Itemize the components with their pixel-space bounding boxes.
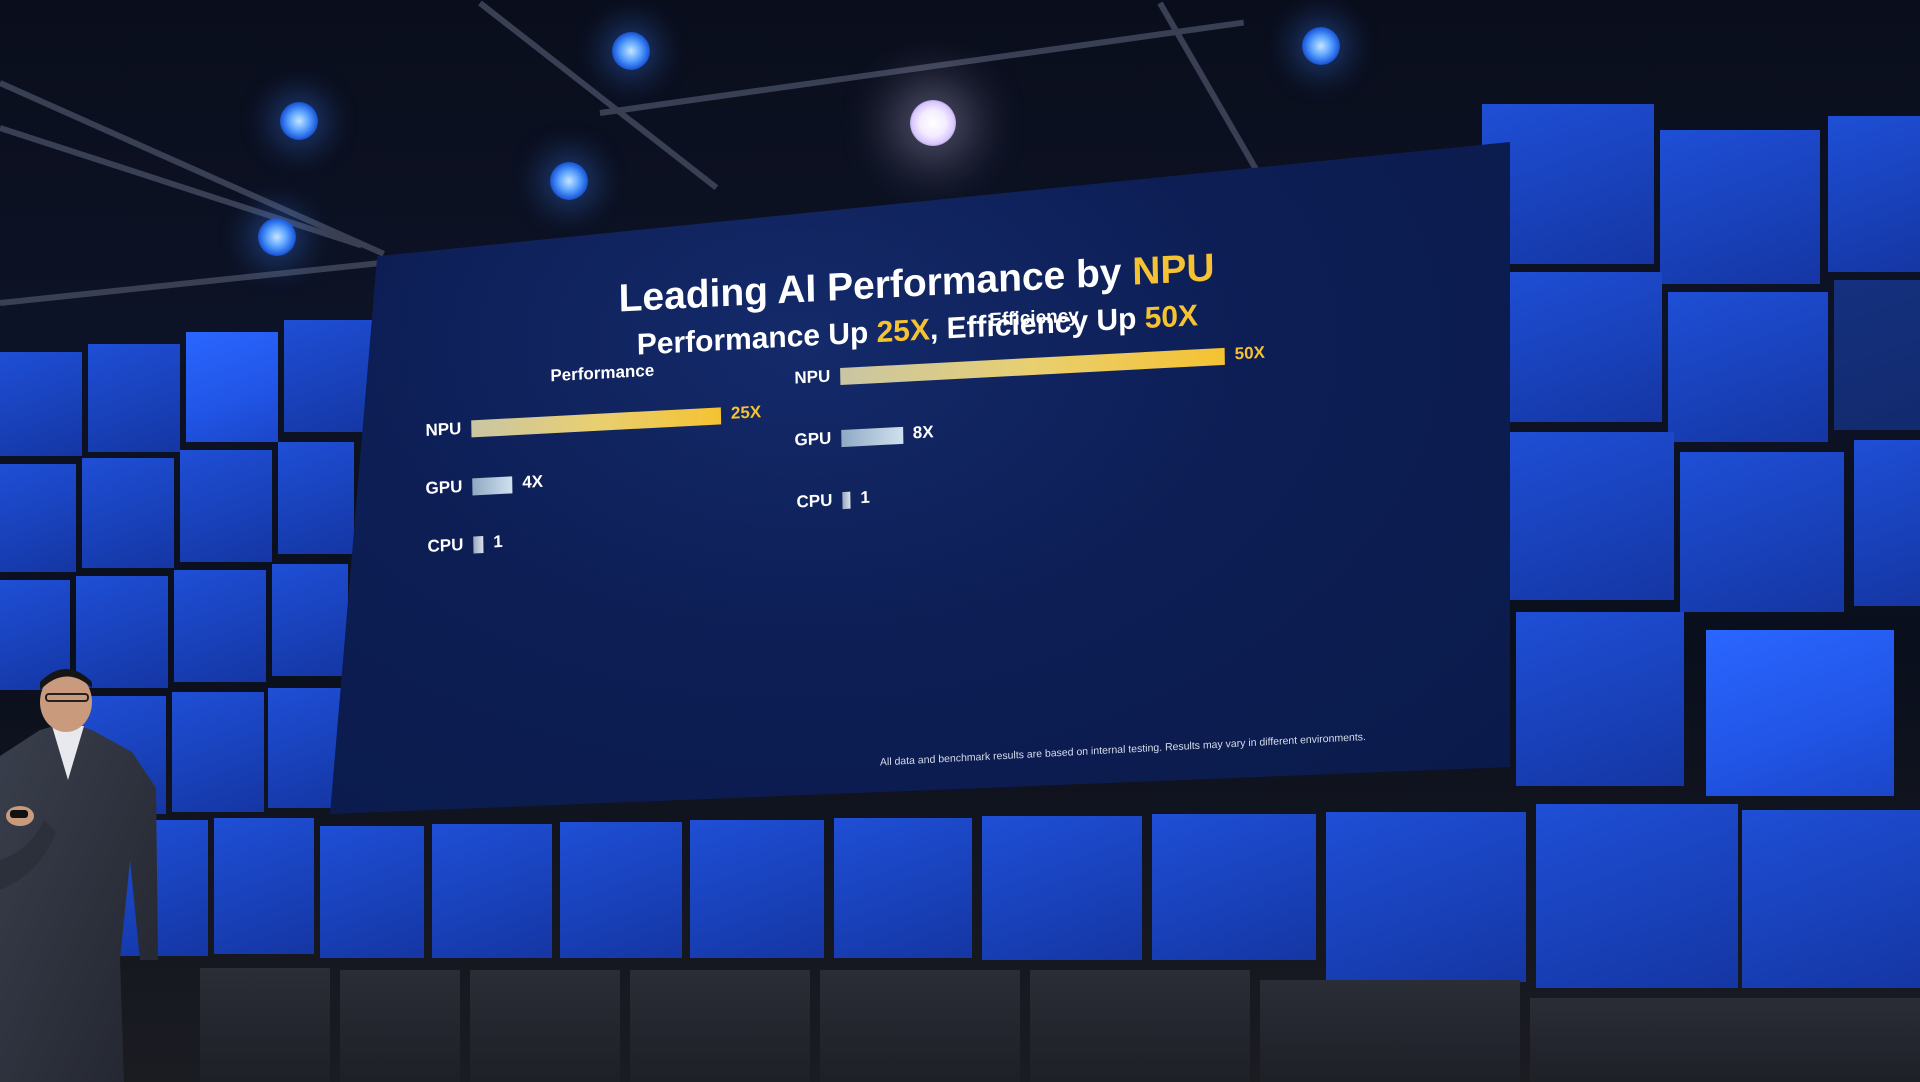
led-tile <box>432 824 552 958</box>
led-tile <box>284 320 376 432</box>
stage-light <box>910 100 956 146</box>
led-tile <box>1516 612 1684 786</box>
efficiency-chart-title: Efficiency <box>989 305 1080 332</box>
led-tile <box>174 570 266 682</box>
stage-floor-panel <box>200 968 330 1082</box>
stage-floor-panel <box>470 970 620 1082</box>
slide-subtitle-text: Performance Up <box>636 316 877 362</box>
led-tile <box>1492 272 1662 422</box>
led-tile <box>1854 440 1920 606</box>
led-tile <box>172 692 264 812</box>
stage-floor-panel <box>1260 980 1520 1082</box>
stage-floor-panel <box>340 970 460 1082</box>
performance-bar-gpu <box>472 476 513 496</box>
led-tile <box>214 818 314 954</box>
performance-bar-cpu <box>473 535 484 554</box>
led-tile <box>1660 130 1820 284</box>
led-tile <box>560 822 682 958</box>
stage-light <box>280 102 318 140</box>
stage-light <box>1302 27 1340 65</box>
presenter <box>0 669 158 1082</box>
stage-light <box>612 32 650 70</box>
performance-category-cpu: CPU <box>427 534 464 556</box>
led-tile <box>0 464 76 572</box>
efficiency-bar-npu <box>840 347 1225 386</box>
efficiency-bar-gpu <box>841 426 904 448</box>
led-tile <box>834 818 972 958</box>
slide-subtitle-accent-efficiency: 50X <box>1144 299 1199 336</box>
slide-title-accent: NPU <box>1131 246 1215 294</box>
led-tile <box>982 816 1142 960</box>
led-tile <box>1706 630 1894 796</box>
ceiling-truss <box>0 125 363 249</box>
led-tile <box>1152 814 1316 960</box>
performance-category-npu: NPU <box>425 418 462 440</box>
led-tile <box>1504 432 1674 600</box>
performance-bar-npu <box>471 407 722 438</box>
led-tile <box>186 332 278 442</box>
slide-footnote: All data and benchmark results are based… <box>879 731 1366 769</box>
efficiency-category-npu: NPU <box>794 366 831 388</box>
efficiency-value-cpu: 1 <box>860 487 870 508</box>
performance-value-gpu: 4X <box>522 471 544 492</box>
stage-floor-panel <box>820 970 1020 1082</box>
slide: Leading AI Performance by NPU Performanc… <box>325 111 1515 845</box>
led-tile <box>1742 810 1920 988</box>
led-tile <box>320 826 424 958</box>
efficiency-category-cpu: CPU <box>796 490 833 512</box>
led-tile <box>180 450 272 562</box>
slide-subtitle-accent-performance: 25X <box>876 313 931 350</box>
efficiency-value-npu: 50X <box>1234 342 1266 364</box>
projection-screen <box>330 142 1510 814</box>
led-tile <box>1326 812 1526 982</box>
led-tile <box>690 820 824 958</box>
led-tile <box>272 564 348 676</box>
led-tile <box>1834 280 1920 430</box>
stage-light <box>550 162 588 200</box>
stage-light <box>258 218 296 256</box>
led-tile <box>1680 452 1844 612</box>
led-tile <box>1668 292 1828 442</box>
led-tile <box>278 442 354 554</box>
performance-value-npu: 25X <box>730 402 762 423</box>
efficiency-bar-cpu <box>842 491 851 510</box>
led-tile <box>268 688 344 808</box>
led-tile <box>1482 104 1654 264</box>
led-tile <box>0 352 82 456</box>
efficiency-value-gpu: 8X <box>912 422 934 443</box>
led-tile <box>82 458 174 568</box>
led-tile <box>1828 116 1920 272</box>
stage-floor-panel <box>630 970 810 1082</box>
stage-floor-panel <box>1530 998 1920 1082</box>
performance-category-gpu: GPU <box>425 476 463 498</box>
performance-chart-title: Performance <box>550 360 655 386</box>
efficiency-category-gpu: GPU <box>794 428 832 450</box>
led-tile <box>76 576 168 688</box>
led-tile <box>88 344 180 452</box>
performance-value-cpu: 1 <box>493 531 503 552</box>
led-tile <box>1536 804 1738 988</box>
stage-floor-panel <box>1030 970 1250 1082</box>
